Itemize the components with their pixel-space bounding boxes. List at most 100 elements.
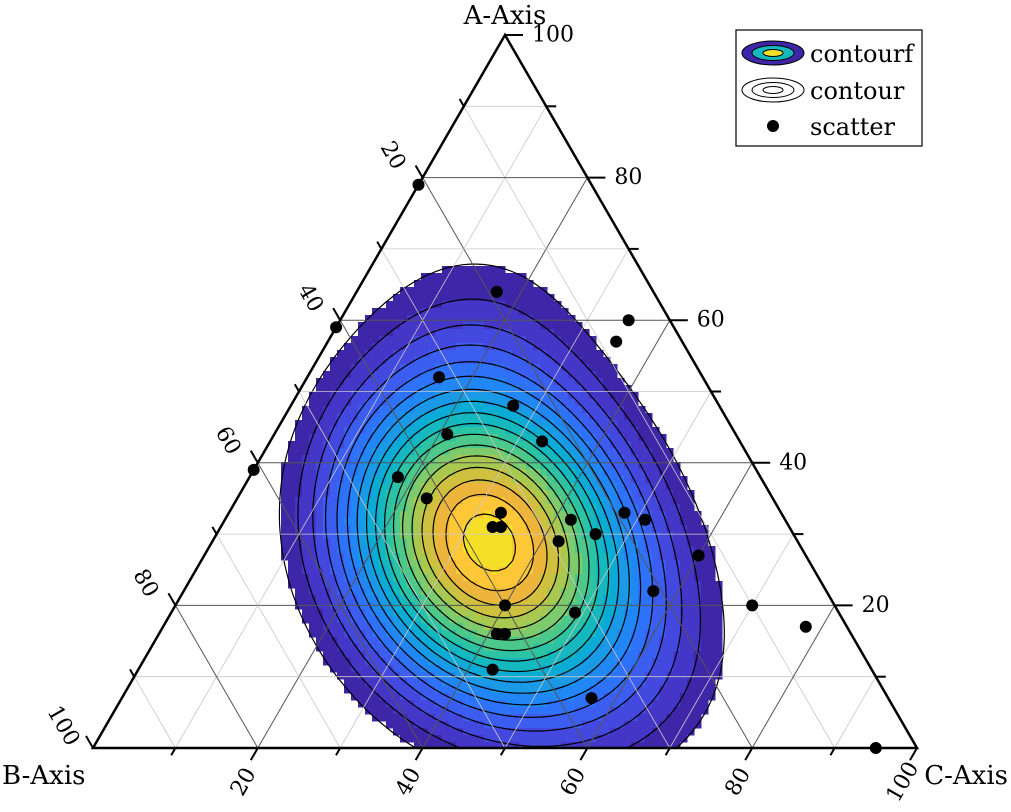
c-axis-tick-label-80: 80 (720, 764, 756, 801)
contour-line-level-3 (325, 344, 667, 732)
c-axis-tick-label-60: 60 (556, 764, 592, 801)
scatter-point-10 (391, 471, 404, 484)
scatter-point-5 (433, 371, 446, 384)
grid-line-c-80 (751, 605, 836, 749)
scatter-point-27 (585, 692, 598, 705)
b-axis-tick-label-40: 40 (292, 280, 328, 317)
scatter-point-21 (647, 585, 660, 598)
c-axis-title: C-Axis (924, 761, 1008, 791)
grid-line-c-70 (669, 533, 794, 749)
c-axis-tick-10 (170, 747, 177, 756)
b-axis-tick-90 (129, 668, 136, 678)
legend-scatter-marker (767, 120, 779, 132)
c-axis-tick-label-100: 100 (882, 758, 925, 807)
b-axis-tick-50 (293, 383, 300, 393)
grid-line-b-50 (298, 391, 506, 749)
b-axis-tick-80 (167, 592, 177, 606)
b-axis-tick-10 (458, 98, 465, 107)
scatter-point-24 (499, 627, 511, 640)
scatter-point-22 (746, 599, 759, 612)
scatter-point-13 (639, 513, 652, 526)
a-axis-title: A-Axis (463, 1, 547, 31)
b-axis-tick-100 (85, 735, 94, 749)
b-axis-title: B-Axis (2, 761, 85, 791)
contour-line-level-0 (278, 263, 725, 748)
scatter-point-3 (622, 314, 635, 327)
grid-line-b-70 (216, 533, 341, 749)
scatter-point-6 (507, 399, 520, 412)
c-axis-tick-40 (414, 747, 424, 761)
c-axis-tick-label-40: 40 (391, 764, 427, 801)
c-axis-tick-70 (664, 747, 671, 756)
c-axis-tick-30 (335, 747, 342, 756)
legend: contourf contour scatter (735, 29, 923, 147)
scatter-point-11 (420, 492, 433, 505)
legend-contour-swatch (741, 77, 805, 103)
b-axis-tick-label-60: 60 (210, 422, 246, 459)
grid-line-c-60 (586, 462, 753, 749)
grid-line-c-10 (175, 106, 547, 749)
a-axis-tick-label-40: 40 (779, 450, 807, 475)
grid-line-c-50 (504, 391, 712, 749)
contour-line-level-14 (432, 479, 548, 606)
a-axis-tick-label-60: 60 (697, 308, 725, 333)
a-axis-tick-label-100: 100 (532, 23, 574, 48)
c-axis-tick-60 (579, 747, 589, 761)
b-axis-tick-label-80: 80 (128, 565, 164, 602)
scatter-point-15 (564, 513, 577, 526)
scatter-point-20 (692, 549, 705, 562)
a-axis-tick-label-20: 20 (862, 593, 890, 618)
scatter-point-12 (618, 506, 631, 519)
contour-line-level-7 (366, 400, 620, 683)
b-axis-tick-40 (332, 307, 342, 321)
ternary-axes (85, 32, 920, 761)
scatter-point-19 (552, 535, 565, 548)
grid-line-b-90 (133, 676, 176, 749)
scatter-point-25 (490, 627, 503, 640)
c-axis-tick-90 (829, 747, 836, 756)
contour-line-level-11 (402, 444, 580, 641)
grid-line-b-60 (257, 462, 424, 749)
b-axis-tick-30 (376, 241, 383, 250)
scatter-point-18 (486, 521, 499, 533)
grid-line-b-10 (463, 106, 835, 749)
b-axis-tick-60 (249, 450, 259, 464)
scatter-point-29 (799, 620, 812, 633)
contour-line-level-16 (462, 513, 516, 572)
grid-line-b-30 (381, 248, 671, 749)
c-axis-tick-100 (909, 747, 918, 761)
scatter-point-28 (486, 663, 499, 676)
b-axis-tick-70 (211, 526, 218, 535)
c-axis-tick-20 (249, 747, 259, 761)
contour-line-level-5 (346, 375, 642, 706)
contour-lines (278, 263, 725, 748)
legend-contourf-label: contourf (810, 40, 915, 68)
scatter-point-8 (441, 428, 454, 441)
scatter-point-26 (499, 599, 511, 612)
scatter-point-17 (494, 521, 507, 533)
legend-contourf-swatch (741, 40, 805, 66)
ternary-grid (133, 105, 877, 749)
c-axis-tick-50 (499, 747, 506, 756)
contour-line-level-2 (312, 324, 683, 747)
b-axis-tick-20 (414, 164, 424, 179)
a-axis-tick-label-80: 80 (614, 165, 642, 190)
contour-line-level-4 (336, 361, 654, 718)
grid-line-b-80 (174, 605, 259, 749)
scatter-point-23 (569, 606, 581, 619)
contour-plot (278, 263, 725, 748)
b-axis-tick-label-20: 20 (375, 137, 411, 174)
contour-line-level-13 (421, 466, 560, 619)
scatter-point-7 (536, 435, 549, 448)
scatter-point-1 (490, 285, 503, 298)
grid-line-c-90 (834, 676, 877, 749)
grid-line-c-30 (339, 248, 629, 749)
contour-line-level-12 (411, 455, 570, 630)
scatter-point-4 (610, 335, 623, 348)
c-axis-tick-label-20: 20 (226, 764, 262, 801)
scatter-point-14 (494, 506, 507, 519)
c-axis-tick-80 (744, 747, 754, 761)
b-axis-tick-label-100: 100 (42, 702, 85, 751)
contour-line-level-15 (445, 493, 535, 592)
